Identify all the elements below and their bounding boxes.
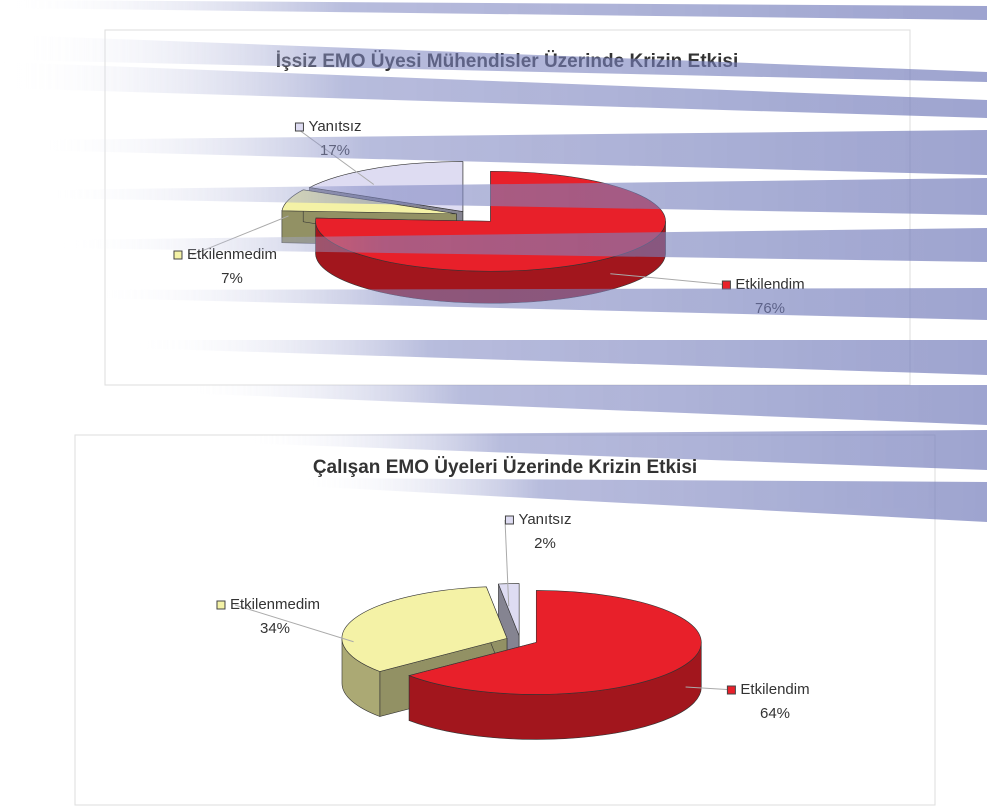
label-category: Yanıtsız bbox=[518, 511, 571, 528]
legend-key bbox=[217, 601, 225, 609]
legend-key bbox=[727, 686, 735, 694]
label-category: Yanıtsız bbox=[308, 118, 361, 135]
value-label: 64% bbox=[760, 705, 790, 722]
screenshot: İşsiz EMO Üyesi Mühendisler Üzerinde Kri… bbox=[0, 0, 987, 812]
legend-key bbox=[174, 251, 182, 259]
label-category: Etkilenmedim bbox=[230, 596, 320, 613]
legend-key bbox=[505, 516, 513, 524]
value-label: 34% bbox=[260, 620, 290, 637]
value-label: 2% bbox=[534, 535, 556, 552]
legend-key bbox=[295, 123, 303, 131]
page: İşsiz EMO Üyesi Mühendisler Üzerinde Kri… bbox=[0, 0, 987, 812]
legend-key bbox=[722, 281, 730, 289]
chart-title: Çalışan EMO Üyeleri Üzerinde Krizin Etki… bbox=[313, 457, 697, 478]
label-category: Etkilendim bbox=[740, 681, 809, 698]
value-label: 7% bbox=[221, 270, 243, 287]
